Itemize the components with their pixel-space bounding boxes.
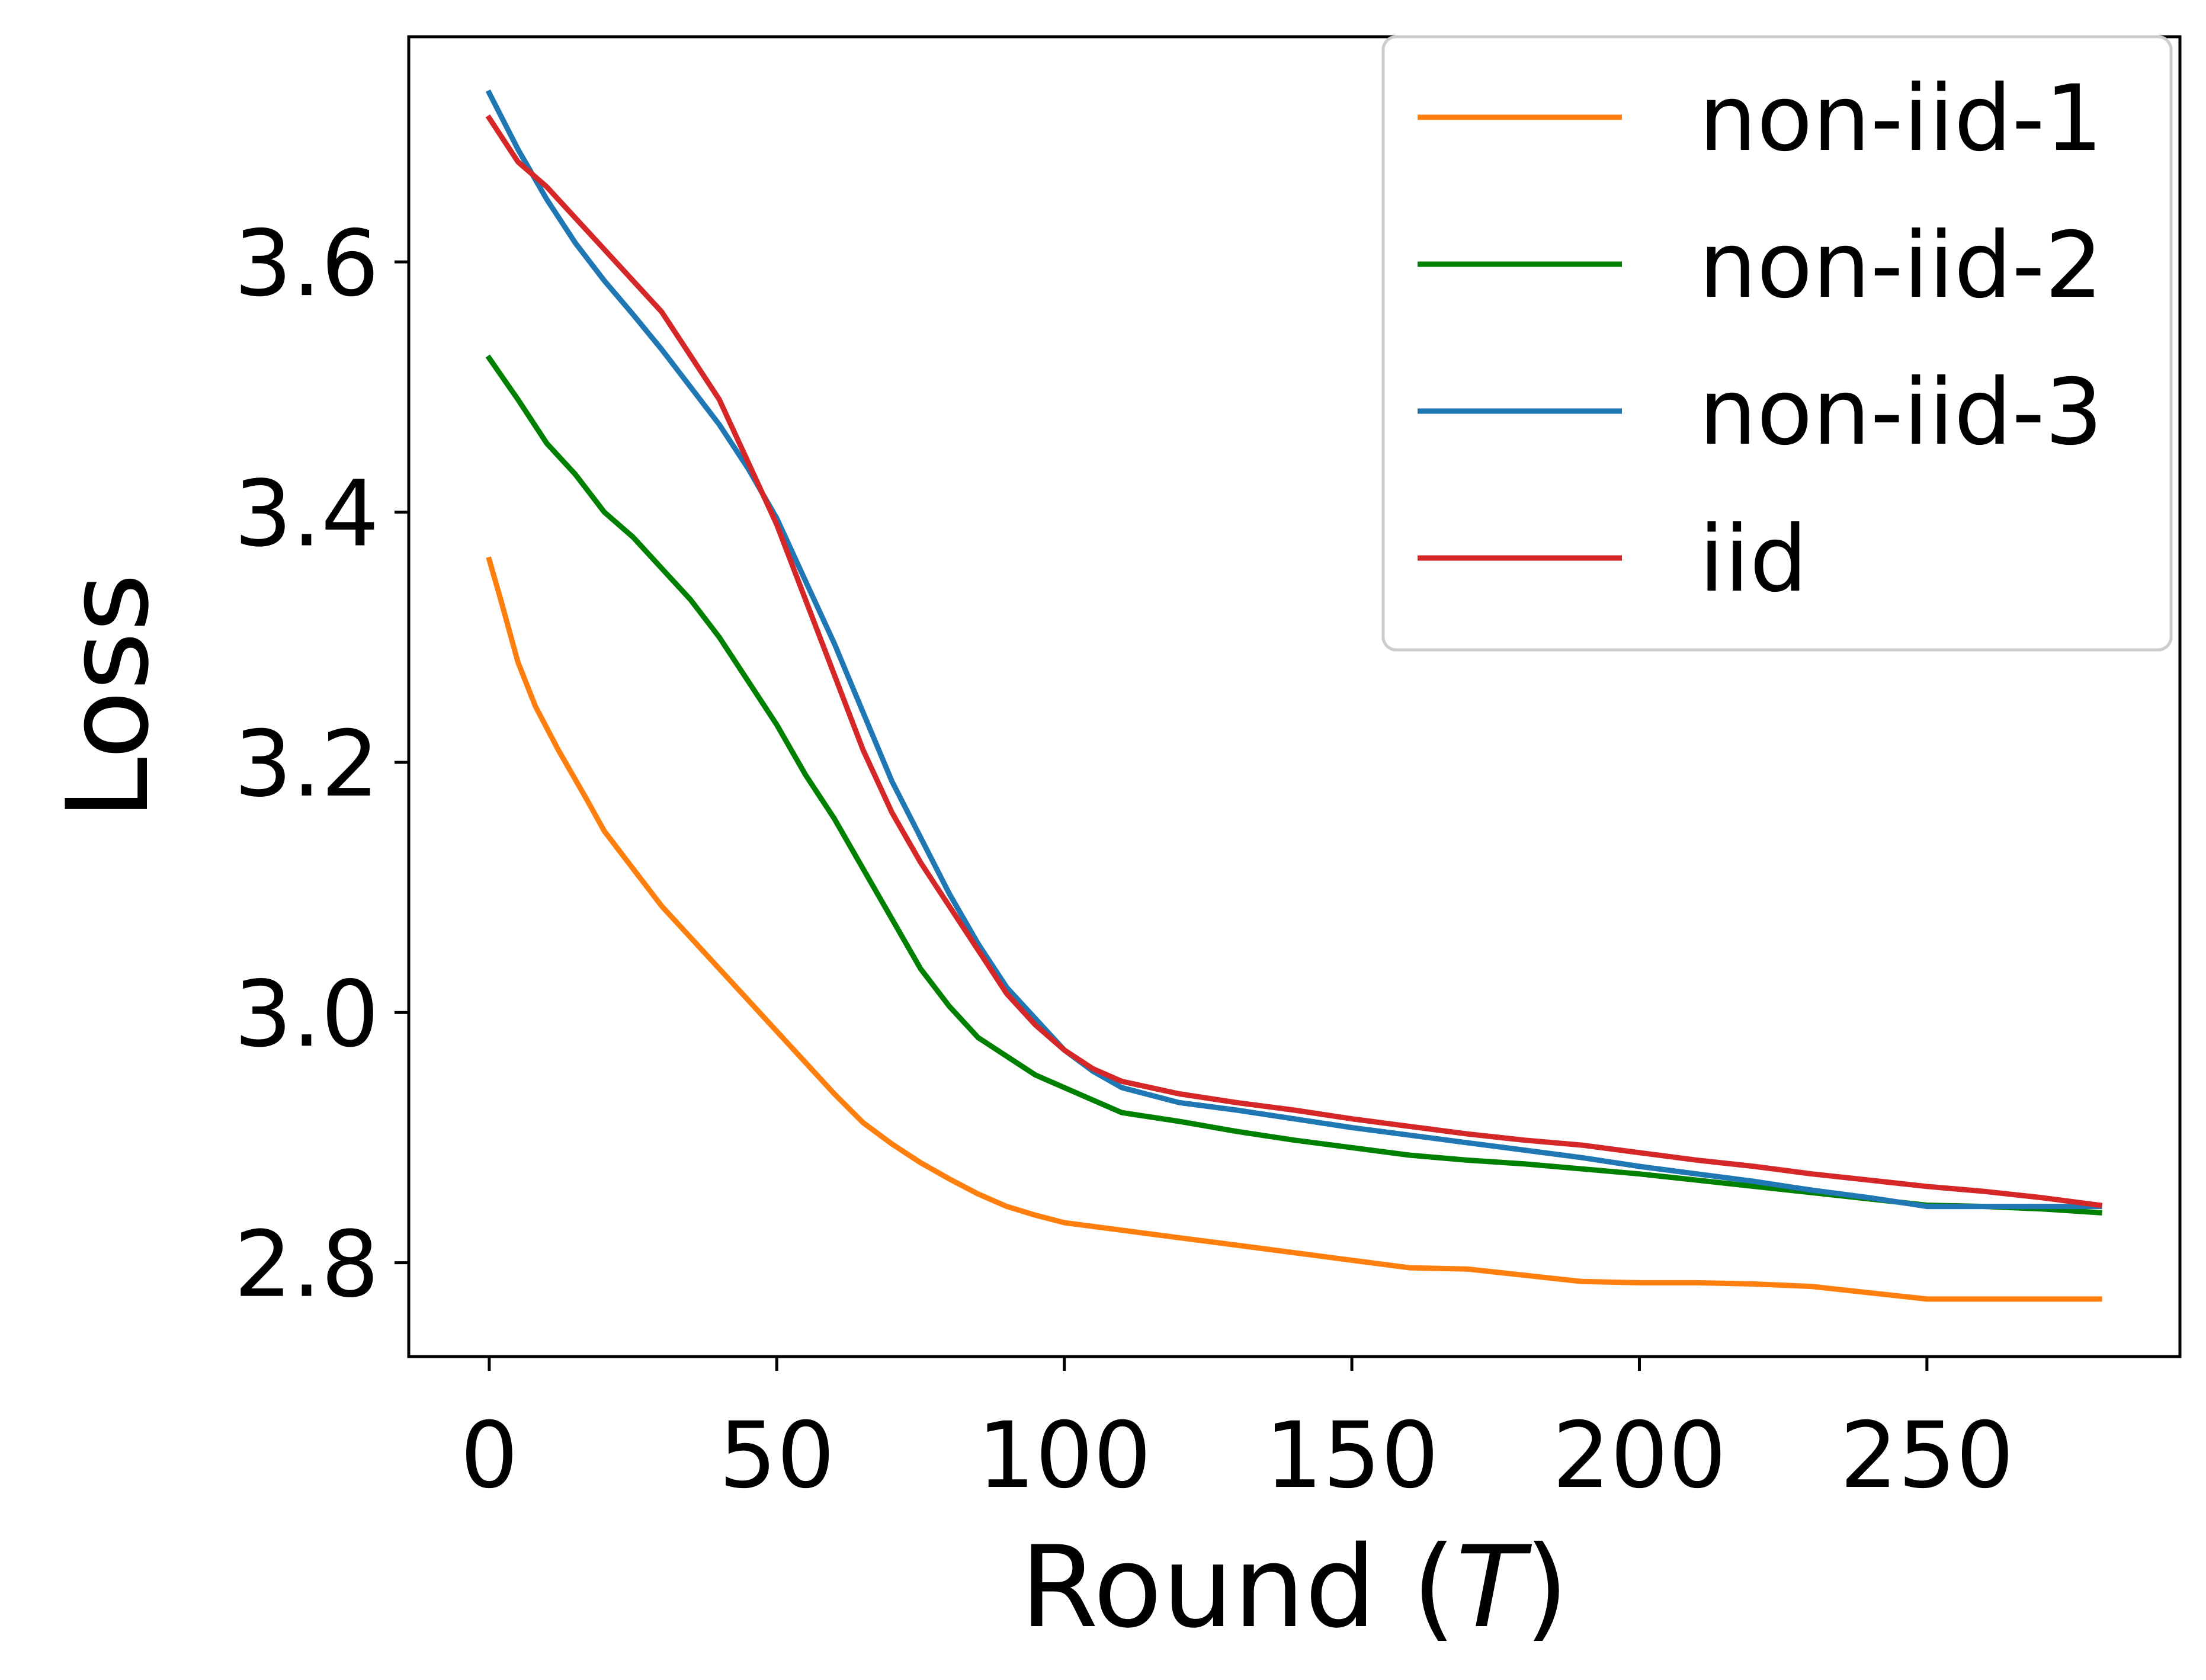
y-tick-label: 3.6 (234, 211, 379, 317)
legend: non-iid-1 non-iid-2 non-iid-3 iid (1381, 35, 2173, 652)
x-axis-label-suffix: ) (1525, 1522, 1569, 1653)
series-line-non-iid-1 (486, 556, 2102, 1302)
legend-label-non-iid-2: non-iid-2 (1699, 213, 2103, 319)
y-tick-label: 3.2 (234, 711, 379, 817)
legend-box (1381, 35, 2173, 652)
legend-label-iid: iid (1699, 506, 1807, 613)
x-tick-label: 0 (460, 1403, 518, 1509)
x-axis-label-variable: T (1456, 1522, 1532, 1653)
series-line-iid (485, 114, 2103, 1208)
y-tick-label: 3.0 (234, 961, 379, 1067)
plot-frame (407, 35, 2182, 1358)
legend-label-non-iid-1: non-iid-1 (1699, 66, 2103, 172)
y-axis-ticks: 2.8 3.0 3.2 3.4 3.6 (234, 211, 409, 1318)
series-layer (485, 89, 2103, 1302)
x-tick-label: 150 (1265, 1403, 1439, 1509)
x-axis-ticks: 0 50 100 150 200 250 (460, 1357, 2014, 1509)
x-tick-label: 250 (1840, 1403, 2014, 1509)
y-tick-label: 3.4 (234, 461, 379, 568)
x-tick-label: 200 (1552, 1403, 1726, 1509)
series-line-non-iid-2 (485, 354, 2102, 1216)
x-axis-label: Round (T) (1020, 1522, 1569, 1653)
x-axis-label-prefix: Round ( (1020, 1522, 1456, 1653)
y-axis-label: Loss (43, 573, 174, 820)
legend-label-non-iid-3: non-iid-3 (1699, 360, 2103, 466)
y-tick-label: 2.8 (234, 1212, 379, 1318)
x-tick-label: 50 (719, 1403, 835, 1509)
x-tick-label: 100 (977, 1403, 1152, 1509)
